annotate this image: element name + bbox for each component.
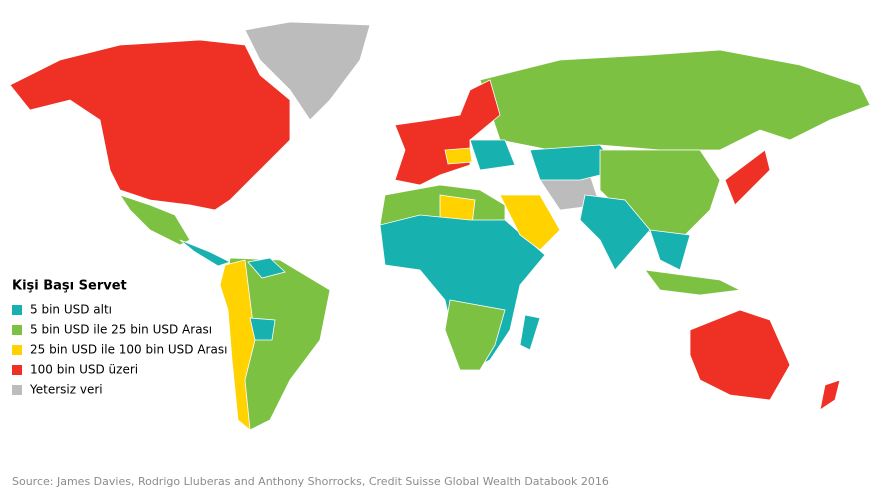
country-region (9, 39, 291, 211)
source-note: Source: James Davies, Rodrigo Lluberas a… (12, 475, 609, 488)
legend-swatch (12, 325, 22, 335)
country-region (649, 229, 691, 271)
country-region (499, 194, 561, 251)
country-region (469, 139, 516, 171)
country-region (219, 259, 256, 431)
legend-swatch (12, 385, 22, 395)
country-region (644, 269, 742, 296)
country-region (819, 379, 841, 411)
country-region (444, 147, 473, 165)
country-region (689, 309, 791, 401)
legend-label: 25 bin USD ile 100 bin USD Arası (30, 343, 227, 357)
legend-label: 100 bin USD üzeri (30, 363, 138, 377)
country-region (444, 299, 506, 371)
legend-swatch (12, 345, 22, 355)
legend-label: Yetersiz veri (29, 383, 103, 397)
country-region (179, 239, 232, 267)
country-region (379, 214, 546, 371)
legend-label: 5 bin USD altı (30, 303, 112, 317)
legend-swatch (12, 365, 22, 375)
country-region (479, 49, 871, 151)
country-region (579, 194, 651, 271)
country-region (249, 317, 276, 341)
legend-swatch (12, 305, 22, 315)
country-region (519, 314, 541, 351)
legend-title: Kişi Başı Servet (12, 279, 127, 294)
country-region (724, 149, 771, 206)
country-region (247, 257, 286, 279)
world-map (9, 21, 871, 431)
legend: 5 bin USD altı 5 bin USD ile 25 bin USD A… (12, 303, 227, 397)
legend-label: 5 bin USD ile 25 bin USD Arası (30, 323, 212, 337)
country-region (244, 21, 371, 121)
